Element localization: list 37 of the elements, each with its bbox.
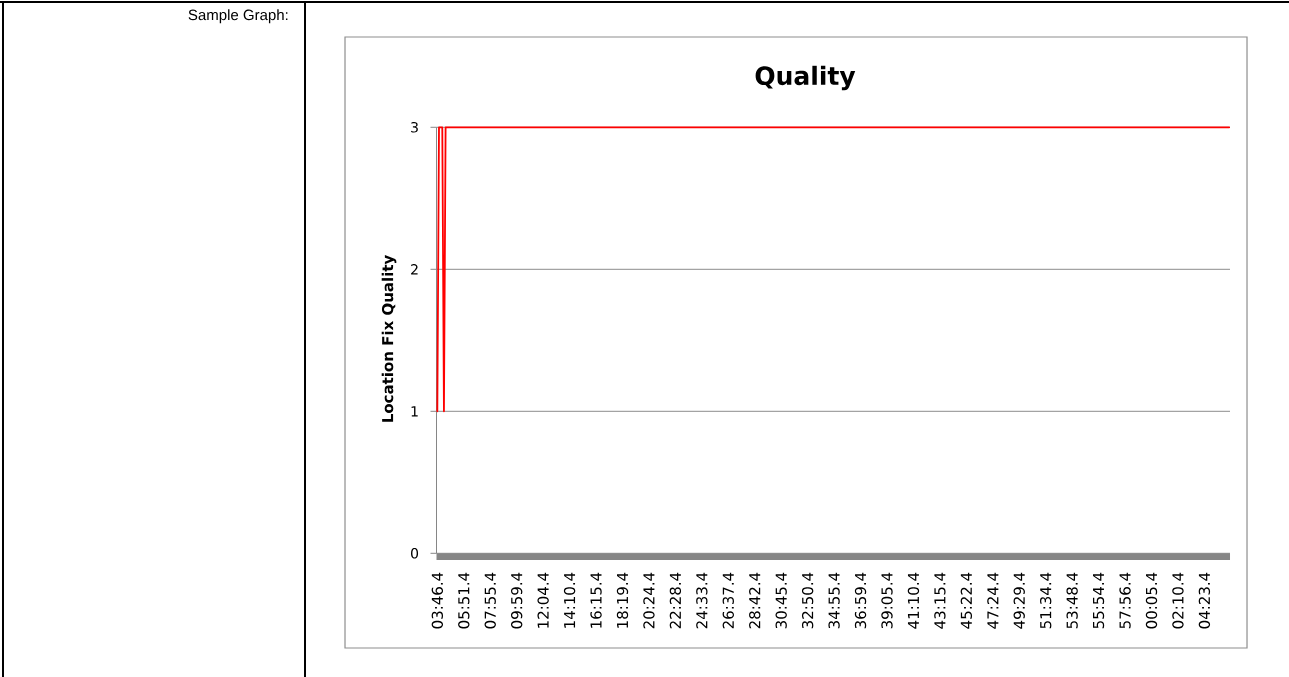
x-tick-label: 18:19.4 (616, 572, 629, 628)
x-tick-label: 36:59.4 (854, 572, 867, 629)
x-tick-label: 26:37.4 (722, 572, 734, 629)
chart-title: Quality (755, 65, 856, 91)
y-tick-label: 0 (411, 548, 419, 559)
x-tick-label: 03:46.4 (431, 572, 444, 629)
x-tick-label: 05:51.4 (458, 572, 470, 629)
x-tick-label: 43:15.4 (934, 572, 946, 629)
x-tick-label: 09:59.4 (511, 572, 523, 629)
x-tick-label: 57:56.4 (1119, 572, 1131, 629)
x-tick-label: 22:28.4 (669, 572, 682, 629)
x-tick-label: 14:10.4 (563, 572, 576, 628)
y-tick-label: 2 (411, 264, 418, 275)
x-tick-label: 41:10.4 (907, 572, 920, 629)
text: Sample Graph: (188, 9, 288, 24)
x-tick-label: 16:15.4 (590, 572, 602, 628)
x-tick-label: 24:33.4 (696, 572, 708, 629)
x-tick-label: 39:05.4 (881, 572, 893, 629)
x-tick-label: 07:55.4 (484, 572, 496, 629)
x-tick-label: 12:04.4 (537, 572, 549, 628)
x-tick-label: 32:50.4 (801, 572, 814, 629)
y-tick-label: 3 (411, 122, 418, 133)
x-tick-label: 20:24.4 (643, 572, 655, 629)
y-tick-label: 1 (411, 406, 418, 417)
x-tick-label: 53:48.4 (1066, 572, 1078, 629)
x-tick-label: 55:54.4 (1093, 572, 1105, 629)
x-tick-label: 28:42.4 (749, 572, 761, 629)
x-tick-label: 51:34.4 (1040, 572, 1052, 629)
x-tick-label: 30:45.4 (775, 572, 787, 629)
x-tick-label: 00:05.4 (1145, 572, 1158, 629)
x-tick-label: 34:55.4 (828, 572, 840, 629)
x-tick-label: 02:10.4 (1172, 572, 1184, 629)
x-tick-label: 47:24.4 (987, 572, 999, 629)
y-axis-title: Location Fix Quality (381, 255, 397, 422)
x-tick-label: 45:22.4 (960, 572, 973, 629)
x-tick-label: 49:29.4 (1013, 572, 1025, 629)
x-tick-label: 04:23.4 (1198, 572, 1211, 629)
